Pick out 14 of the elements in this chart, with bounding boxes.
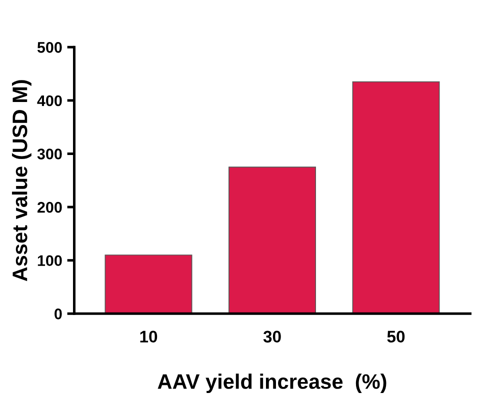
- y-tick-label: 400: [37, 95, 62, 106]
- y-tick-label: 200: [37, 202, 62, 213]
- x-tick-label: 10: [140, 330, 158, 343]
- y-tick-label: 500: [37, 42, 62, 53]
- x-tick-label: 50: [387, 330, 405, 343]
- y-axis-title: Asset value (USD M): [12, 80, 32, 282]
- y-tick-label: 300: [37, 148, 62, 160]
- y-tick-label: 100: [38, 255, 62, 266]
- bar: [352, 81, 440, 314]
- x-axis-title: AAV yield increase (%): [158, 374, 386, 394]
- bar: [228, 166, 316, 314]
- y-tick-label: 0: [54, 308, 62, 320]
- x-tick-label: 30: [263, 330, 281, 343]
- bar: [104, 254, 192, 314]
